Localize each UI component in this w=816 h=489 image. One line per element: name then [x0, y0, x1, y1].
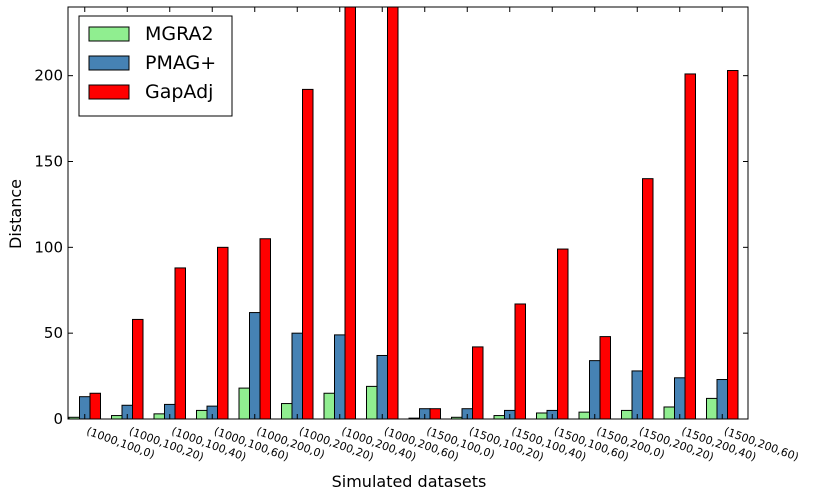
- bar-gapadj-5: [259, 238, 271, 420]
- legend-swatch-mgra2: [88, 26, 130, 42]
- y-tick-label: 150: [34, 153, 63, 171]
- bar-mgra2-12: [536, 412, 548, 420]
- y-tick-label: 200: [34, 67, 63, 85]
- legend-swatch-pmag-: [88, 55, 130, 71]
- bar-gapadj-12: [557, 248, 569, 420]
- bar-mgra2-5: [238, 387, 250, 420]
- bar-gapadj-9: [429, 408, 441, 420]
- bar-gapadj-14: [642, 178, 654, 420]
- bar-mgra2-7: [323, 392, 335, 420]
- bar-pmag--16: [716, 379, 728, 420]
- bar-mgra2-6: [281, 403, 293, 420]
- bar-mgra2-16: [706, 397, 718, 420]
- bar-mgra2-13: [578, 411, 590, 420]
- bar-gapadj-16: [727, 70, 739, 420]
- bar-mgra2-8: [366, 385, 378, 420]
- bar-gapadj-4: [217, 246, 229, 420]
- bar-gapadj-7: [344, 6, 356, 420]
- y-tick-label: 50: [44, 324, 63, 342]
- bar-gapadj-3: [174, 267, 186, 420]
- bar-gapadj-10: [472, 346, 484, 420]
- bar-gapadj-2: [132, 318, 144, 420]
- bar-gapadj-1: [89, 392, 101, 420]
- bar-pmag--8: [376, 354, 388, 420]
- legend: MGRA2 PMAG+ GapAdj: [78, 15, 233, 117]
- legend-label: GapAdj: [145, 81, 213, 103]
- bars-layer: [68, 6, 739, 420]
- bar-pmag--5: [249, 312, 261, 420]
- bar-pmag--13: [589, 360, 601, 420]
- x-axis-title: Simulated datasets: [332, 472, 487, 489]
- bar-pmag--15: [674, 377, 686, 420]
- bar-gapadj-8: [387, 6, 399, 420]
- bar-mgra2-14: [621, 409, 633, 420]
- bar-mgra2-2: [111, 415, 123, 420]
- bar-mgra2-15: [663, 406, 675, 420]
- bar-mgra2-11: [493, 415, 505, 420]
- bar-gapadj-15: [684, 73, 696, 420]
- y-axis-title: Distance: [6, 179, 25, 249]
- plot-frame: [67, 6, 749, 420]
- y-tick-label: 100: [34, 238, 63, 256]
- bar-gapadj-6: [302, 88, 314, 420]
- legend-swatch-gapadj: [88, 84, 130, 100]
- bar-mgra2-3: [153, 413, 165, 420]
- legend-label: MGRA2: [145, 23, 214, 45]
- bar-gapadj-11: [514, 303, 526, 420]
- bar-mgra2-4: [196, 409, 208, 420]
- bar-gapadj-13: [599, 336, 611, 420]
- legend-label: PMAG+: [145, 52, 216, 74]
- bar-pmag--6: [291, 332, 303, 420]
- bar-pmag--7: [334, 334, 346, 420]
- bar-pmag--14: [631, 370, 643, 420]
- y-tick-label: 0: [53, 410, 63, 428]
